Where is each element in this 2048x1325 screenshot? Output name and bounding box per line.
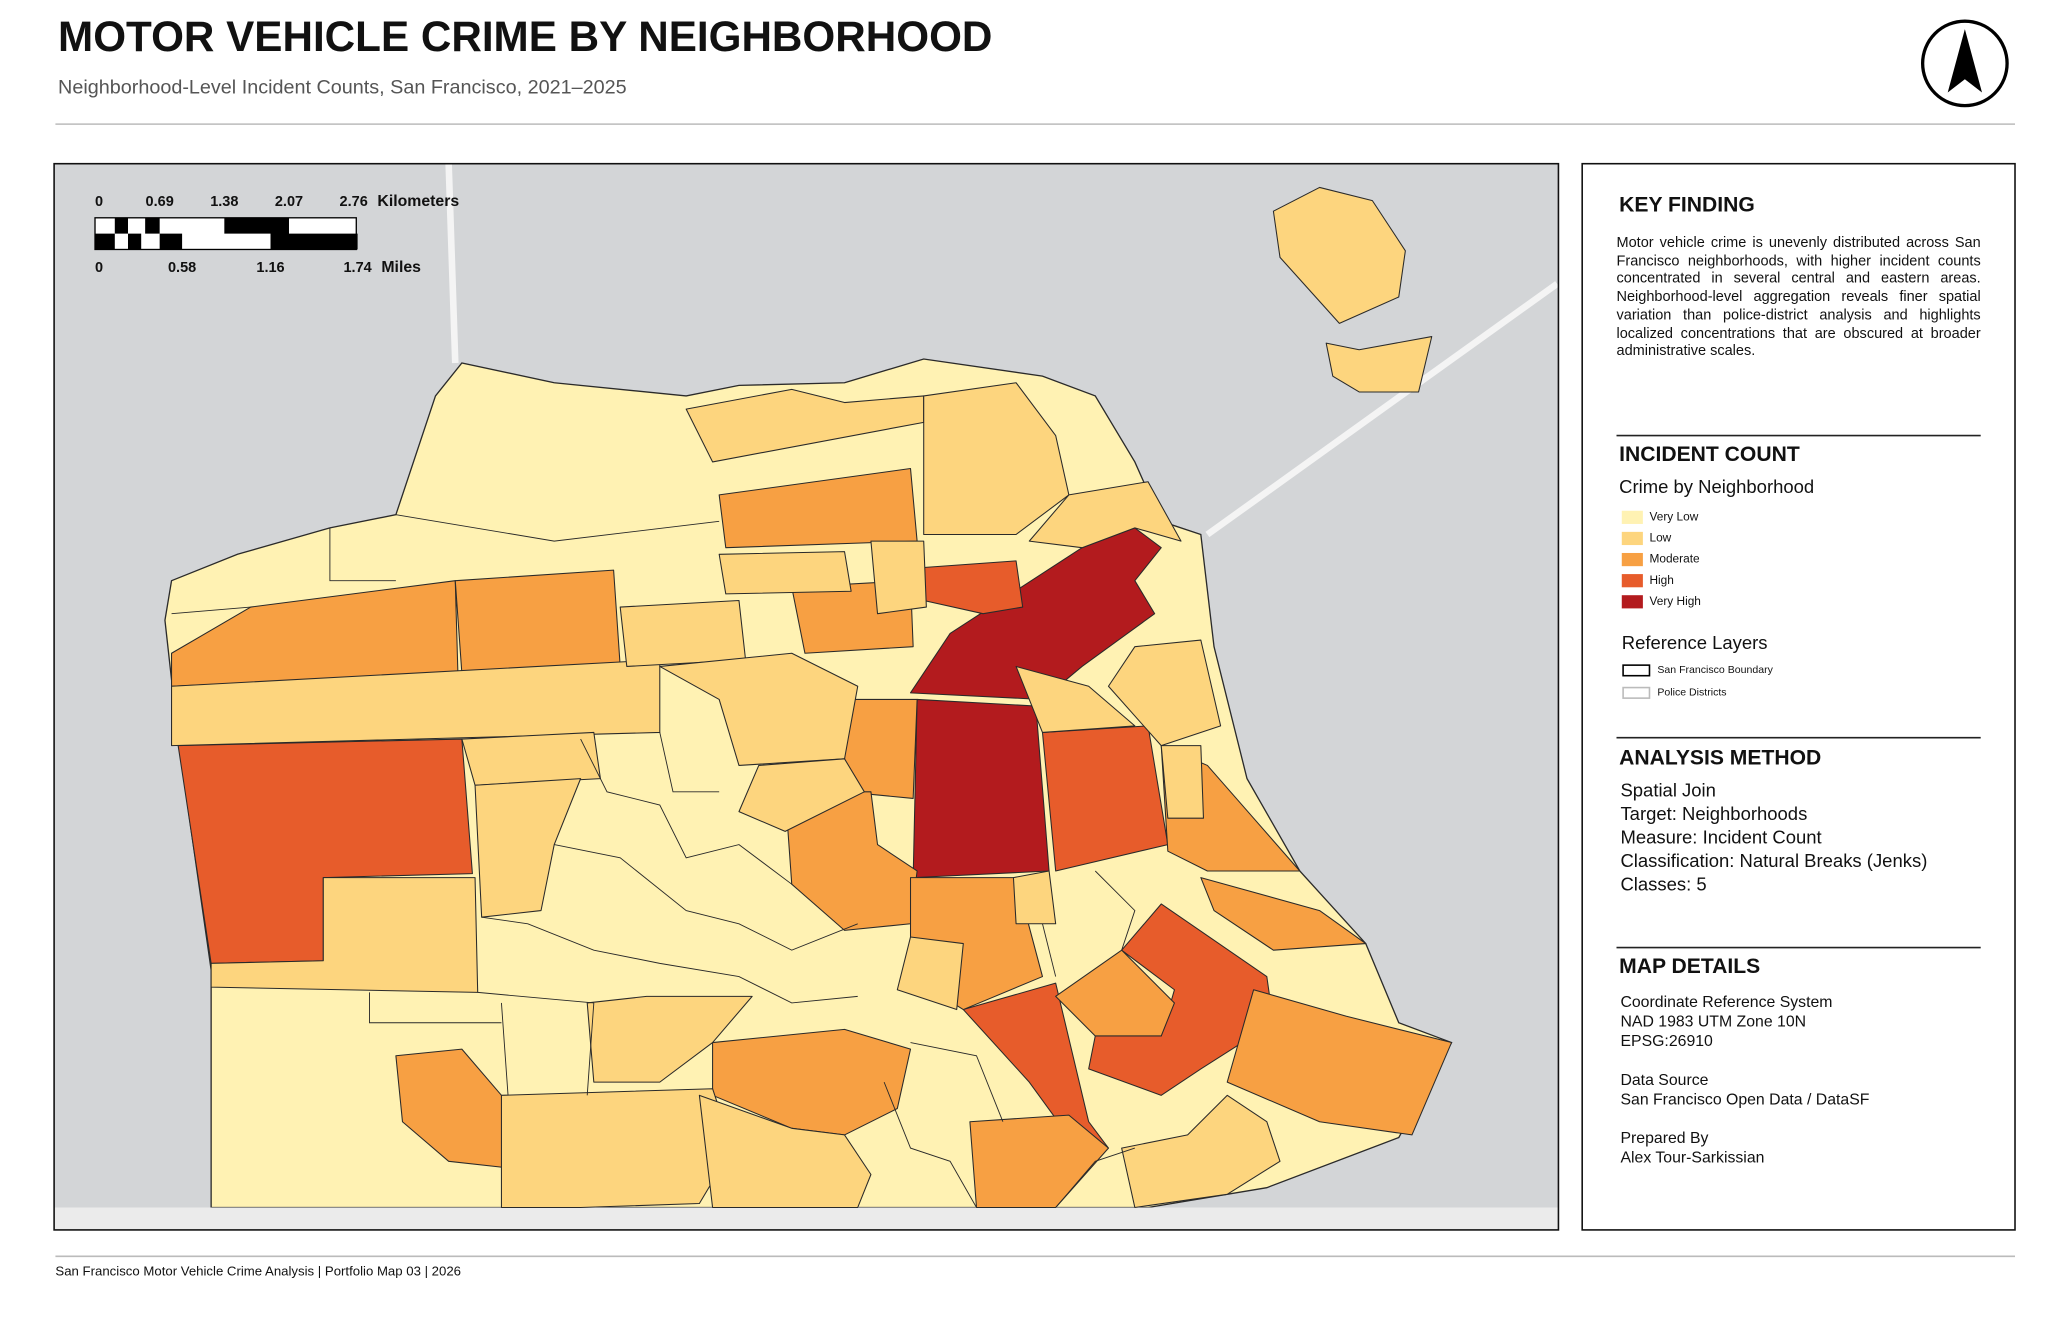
legend-label: Low: [1649, 531, 1671, 545]
legend-swatch: [1621, 510, 1643, 524]
map-frame: [53, 162, 1560, 1231]
scale-label: 2.07: [275, 194, 303, 210]
legend-label: High: [1649, 573, 1673, 587]
method-line: Target: Neighborhoods: [1620, 803, 1807, 824]
sidebar: [1581, 162, 2016, 1231]
scale-label: 0: [95, 194, 103, 210]
reference-label: Police Districts: [1657, 687, 1726, 699]
section-heading: MAP DETAILS: [1619, 955, 1760, 978]
method-line: Classification: Natural Breaks (Jenks): [1620, 850, 1927, 871]
reference-swatch: [1622, 664, 1651, 677]
scale-label: 0.58: [168, 260, 196, 276]
scale-label: 1.74: [343, 260, 371, 276]
section-heading: INCIDENT COUNT: [1619, 443, 1800, 466]
reference-legend: San Francisco Boundary Police Districts: [1622, 664, 1774, 699]
section-heading: ANALYSIS METHOD: [1619, 746, 1821, 769]
footer: San Francisco Motor Vehicle Crime Analys…: [55, 1264, 461, 1279]
key-finding-text: Motor vehicle crime is unevenly distribu…: [1616, 234, 1981, 360]
detail-line: Alex Tour-Sarkissian: [1620, 1150, 1764, 1167]
scale-bar: 0 0.69 1.38 2.07 2.76 Kilometers 0 0.58 1.16 1.74…: [94, 193, 459, 276]
detail-line: Data Source: [1620, 1072, 1708, 1089]
scale-label: 0.69: [146, 194, 174, 210]
legend-label: Very High: [1649, 594, 1700, 608]
reference-title: Reference Layers: [1622, 632, 1768, 653]
legend-swatch: [1621, 552, 1643, 567]
map-details: Coordinate Reference System NAD 1983 UTM …: [1620, 994, 1869, 1166]
detail-line: EPSG:26910: [1620, 1033, 1713, 1050]
reference-label: San Francisco Boundary: [1657, 664, 1773, 676]
detail-line: Coordinate Reference System: [1620, 994, 1832, 1011]
legend-swatch: [1621, 595, 1643, 609]
key-finding: Motor vehicle crime is unevenly distribu…: [1616, 234, 1981, 360]
legend-swatch: [1621, 574, 1643, 588]
scale-label: 0: [95, 260, 103, 276]
method-line: Classes: 5: [1620, 874, 1706, 895]
scale-label: 2.76: [340, 194, 368, 210]
scale-label: 1.38: [210, 194, 238, 210]
north-arrow: [1920, 19, 2009, 108]
legend-label: Moderate: [1649, 552, 1700, 566]
scale-unit: Kilometers: [377, 193, 459, 210]
method-line: Spatial Join: [1620, 780, 1715, 801]
legend-label: Very Low: [1649, 509, 1698, 523]
scale-unit: Miles: [381, 259, 421, 276]
legend-swatch: [1621, 531, 1643, 546]
title: MOTOR VEHICLE CRIME BY NEIGHBORHOOD: [58, 13, 992, 60]
subtitle: Neighborhood-Level Incident Counts, San …: [58, 77, 627, 99]
reference-swatch: [1622, 686, 1651, 699]
legend: Very Low Low Moderate High Very High: [1621, 509, 1701, 609]
legend-title: Crime by Neighborhood: [1619, 476, 1814, 497]
detail-line: San Francisco Open Data / DataSF: [1620, 1091, 1869, 1108]
section-heading: KEY FINDING: [1619, 194, 1755, 217]
map: [54, 163, 1559, 1230]
method-line: Measure: Incident Count: [1620, 827, 1821, 848]
detail-line: Prepared By: [1620, 1130, 1708, 1147]
detail-line: NAD 1983 UTM Zone 10N: [1620, 1014, 1806, 1031]
scale-label: 1.16: [256, 260, 284, 276]
